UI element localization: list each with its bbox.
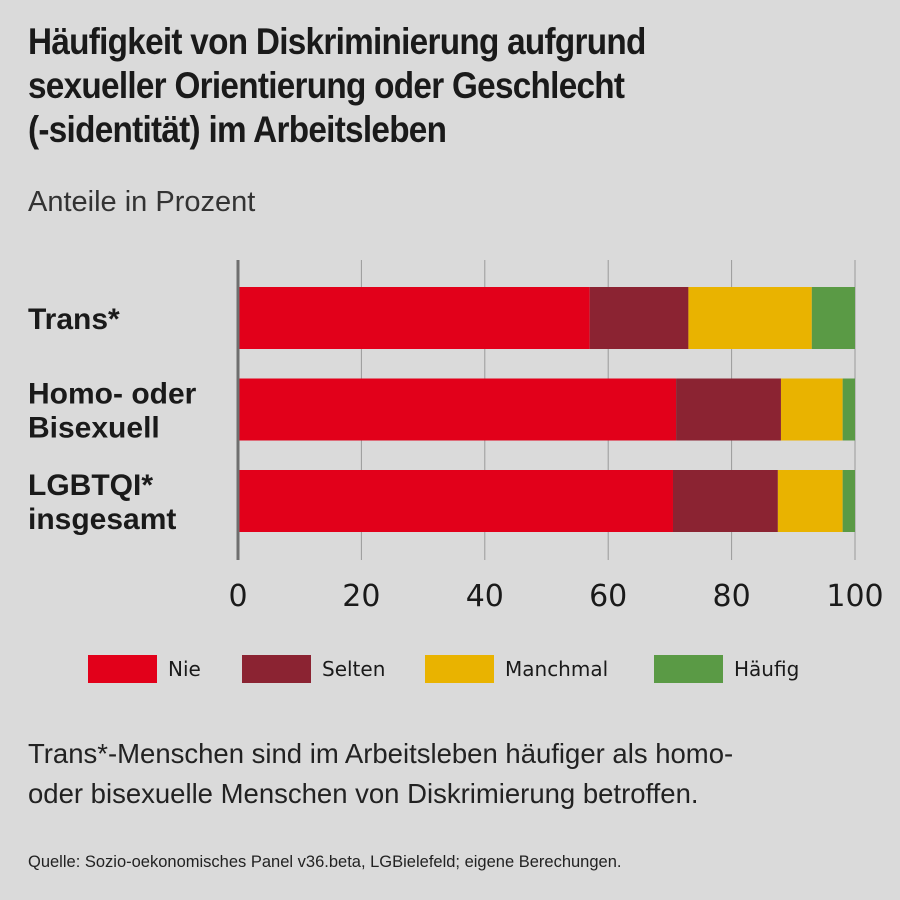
bar-segment: [777, 470, 843, 532]
bar-segment: [688, 287, 812, 349]
legend: Nie Selten Manchmal Häufig: [88, 655, 799, 683]
legend-swatch: [654, 655, 723, 683]
bar-segment: [238, 287, 590, 349]
title-line: Häufigkeit von Diskriminierung aufgrund: [28, 21, 646, 62]
source-note: Quelle: Sozio-oekonomisches Panel v36.be…: [28, 853, 622, 871]
title-line: sexueller Orientierung oder Geschlecht: [28, 65, 625, 106]
legend-swatch: [425, 655, 494, 683]
x-axis: 0 20 40 60 80 100: [228, 260, 884, 614]
category-label: LGBTQI*: [28, 469, 153, 502]
legend-label: Selten: [322, 657, 385, 681]
bar-segment: [811, 287, 855, 349]
chart-subtitle: Anteile in Prozent: [28, 186, 256, 218]
note-line: oder bisexuelle Menschen von Diskrimieru…: [28, 778, 699, 809]
bar-segment: [842, 378, 855, 441]
legend-swatch: [242, 655, 311, 683]
bar-segment: [589, 287, 689, 349]
category-label: Homo- oder: [28, 378, 197, 411]
x-tick-label: 0: [228, 579, 247, 614]
x-tick-label: 100: [826, 579, 883, 614]
x-tick-label: 40: [466, 579, 504, 614]
bar-segment: [238, 378, 677, 441]
note-line: Trans*-Menschen sind im Arbeitsleben häu…: [28, 738, 734, 769]
bar-segment: [672, 470, 778, 532]
bar-segment: [842, 470, 855, 532]
x-tick-label: 20: [342, 579, 380, 614]
bar-segment: [676, 378, 781, 441]
category-label: insgesamt: [28, 503, 176, 536]
title-line: (-sidentität) im Arbeitsleben: [28, 109, 447, 150]
bar-segment: [238, 470, 673, 532]
bar-segment: [780, 378, 843, 441]
legend-swatch: [88, 655, 157, 683]
chart-title: Häufigkeit von Diskriminierung aufgrund …: [28, 20, 793, 152]
legend-label: Nie: [168, 657, 201, 681]
legend-label: Manchmal: [505, 657, 608, 681]
x-tick-label: 80: [713, 579, 751, 614]
chart-note: Trans*-Menschen sind im Arbeitsleben häu…: [28, 734, 878, 814]
x-tick-label: 60: [589, 579, 627, 614]
category-label: Bisexuell: [28, 412, 160, 445]
legend-label: Häufig: [734, 657, 799, 681]
bars: [238, 287, 855, 532]
category-label: Trans*: [28, 303, 120, 336]
